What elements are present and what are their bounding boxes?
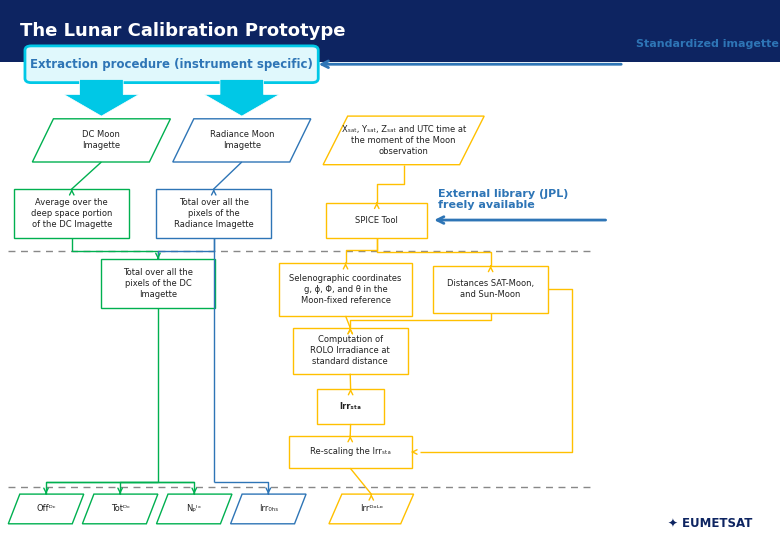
FancyBboxPatch shape xyxy=(292,328,408,374)
FancyBboxPatch shape xyxy=(156,189,271,238)
FancyBboxPatch shape xyxy=(279,263,412,316)
Text: SPICE Tool: SPICE Tool xyxy=(356,215,398,225)
Polygon shape xyxy=(157,494,232,524)
FancyBboxPatch shape xyxy=(14,189,129,238)
FancyBboxPatch shape xyxy=(25,46,318,83)
Text: Selenographic coordinates
g, ϕ, Φ, and θ in the
Moon-fixed reference: Selenographic coordinates g, ϕ, Φ, and θ… xyxy=(289,274,402,305)
FancyBboxPatch shape xyxy=(0,0,780,62)
Text: Offᴰᶜ: Offᴰᶜ xyxy=(36,504,56,514)
Text: Xₛₐₜ, Yₛₐₜ, Zₛₐₜ and UTC time at
the moment of the Moon
observation: Xₛₐₜ, Yₛₐₜ, Zₛₐₜ and UTC time at the mom… xyxy=(342,125,466,156)
Text: ✦ EUMETSAT: ✦ EUMETSAT xyxy=(668,516,753,529)
Polygon shape xyxy=(33,119,170,162)
Text: Extraction procedure (instrument specific): Extraction procedure (instrument specifi… xyxy=(30,58,313,71)
FancyBboxPatch shape xyxy=(326,202,427,238)
Polygon shape xyxy=(64,79,139,116)
Text: Total over all the
pixels of the DC
Imagette: Total over all the pixels of the DC Imag… xyxy=(123,268,193,299)
Polygon shape xyxy=(204,79,279,116)
Text: Totᴰᶜ: Totᴰᶜ xyxy=(111,504,129,514)
FancyBboxPatch shape xyxy=(289,436,412,468)
Text: Computation of
ROLO Irradiance at
standard distance: Computation of ROLO Irradiance at standa… xyxy=(310,335,390,366)
Text: Radiance Moon
Imagette: Radiance Moon Imagette xyxy=(210,130,274,151)
Polygon shape xyxy=(329,494,413,524)
Text: Irrₛₜₐ: Irrₛₜₐ xyxy=(339,402,362,411)
FancyBboxPatch shape xyxy=(101,259,214,308)
Text: Average over the
deep space portion
of the DC Imagette: Average over the deep space portion of t… xyxy=(31,198,112,229)
Text: Irrᴰᵒᴸᵒ: Irrᴰᵒᴸᵒ xyxy=(360,504,383,514)
Text: Nₚᴵˣ: Nₚᴵˣ xyxy=(186,504,202,514)
Polygon shape xyxy=(9,494,83,524)
FancyBboxPatch shape xyxy=(433,266,548,313)
Text: Irr₀ₕₛ: Irr₀ₕₛ xyxy=(259,504,278,514)
Polygon shape xyxy=(323,116,484,165)
Polygon shape xyxy=(231,494,306,524)
Text: The Lunar Calibration Prototype: The Lunar Calibration Prototype xyxy=(20,22,345,40)
Polygon shape xyxy=(172,119,311,162)
Text: DC Moon
Imagette: DC Moon Imagette xyxy=(83,130,120,151)
Text: Re-scaling the Irrₛₜₐ: Re-scaling the Irrₛₜₐ xyxy=(310,448,391,456)
FancyBboxPatch shape xyxy=(317,389,384,424)
Text: Standardized imagette format: Standardized imagette format xyxy=(636,39,780,49)
Text: External library (JPL)
freely available: External library (JPL) freely available xyxy=(438,188,569,210)
Text: Total over all the
pixels of the
Radiance Imagette: Total over all the pixels of the Radianc… xyxy=(174,198,254,229)
Polygon shape xyxy=(83,494,158,524)
Text: Distances SAT-Moon,
and Sun-Moon: Distances SAT-Moon, and Sun-Moon xyxy=(447,279,534,300)
